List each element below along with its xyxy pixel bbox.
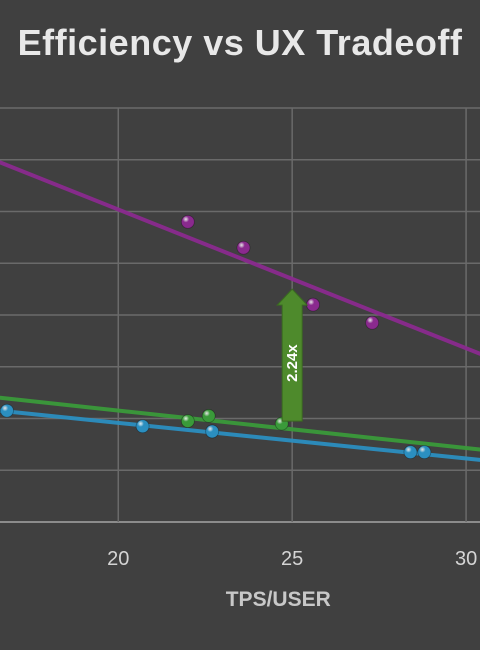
data-point (417, 445, 432, 460)
data-point (236, 240, 251, 255)
x-tick-label: 20 (107, 548, 129, 570)
data-point (365, 315, 380, 330)
annotation-label: 2.24x (284, 344, 301, 382)
data-point (201, 409, 216, 423)
x-axis-title: TPS/USER (226, 588, 331, 611)
data-point (135, 419, 150, 434)
x-tick-label: 25 (281, 548, 303, 570)
trendline (0, 395, 480, 452)
trendline (0, 160, 480, 356)
data-point (0, 403, 14, 418)
data-point (205, 424, 220, 439)
x-tick-label: 30 (455, 548, 477, 570)
data-point (403, 445, 418, 460)
annotation-arrow (276, 288, 309, 422)
data-point (180, 214, 195, 229)
chart-title: Efficiency vs UX Tradeoff (17, 22, 463, 63)
data-point (306, 297, 320, 312)
trendline (0, 408, 480, 462)
data-point (180, 414, 195, 428)
